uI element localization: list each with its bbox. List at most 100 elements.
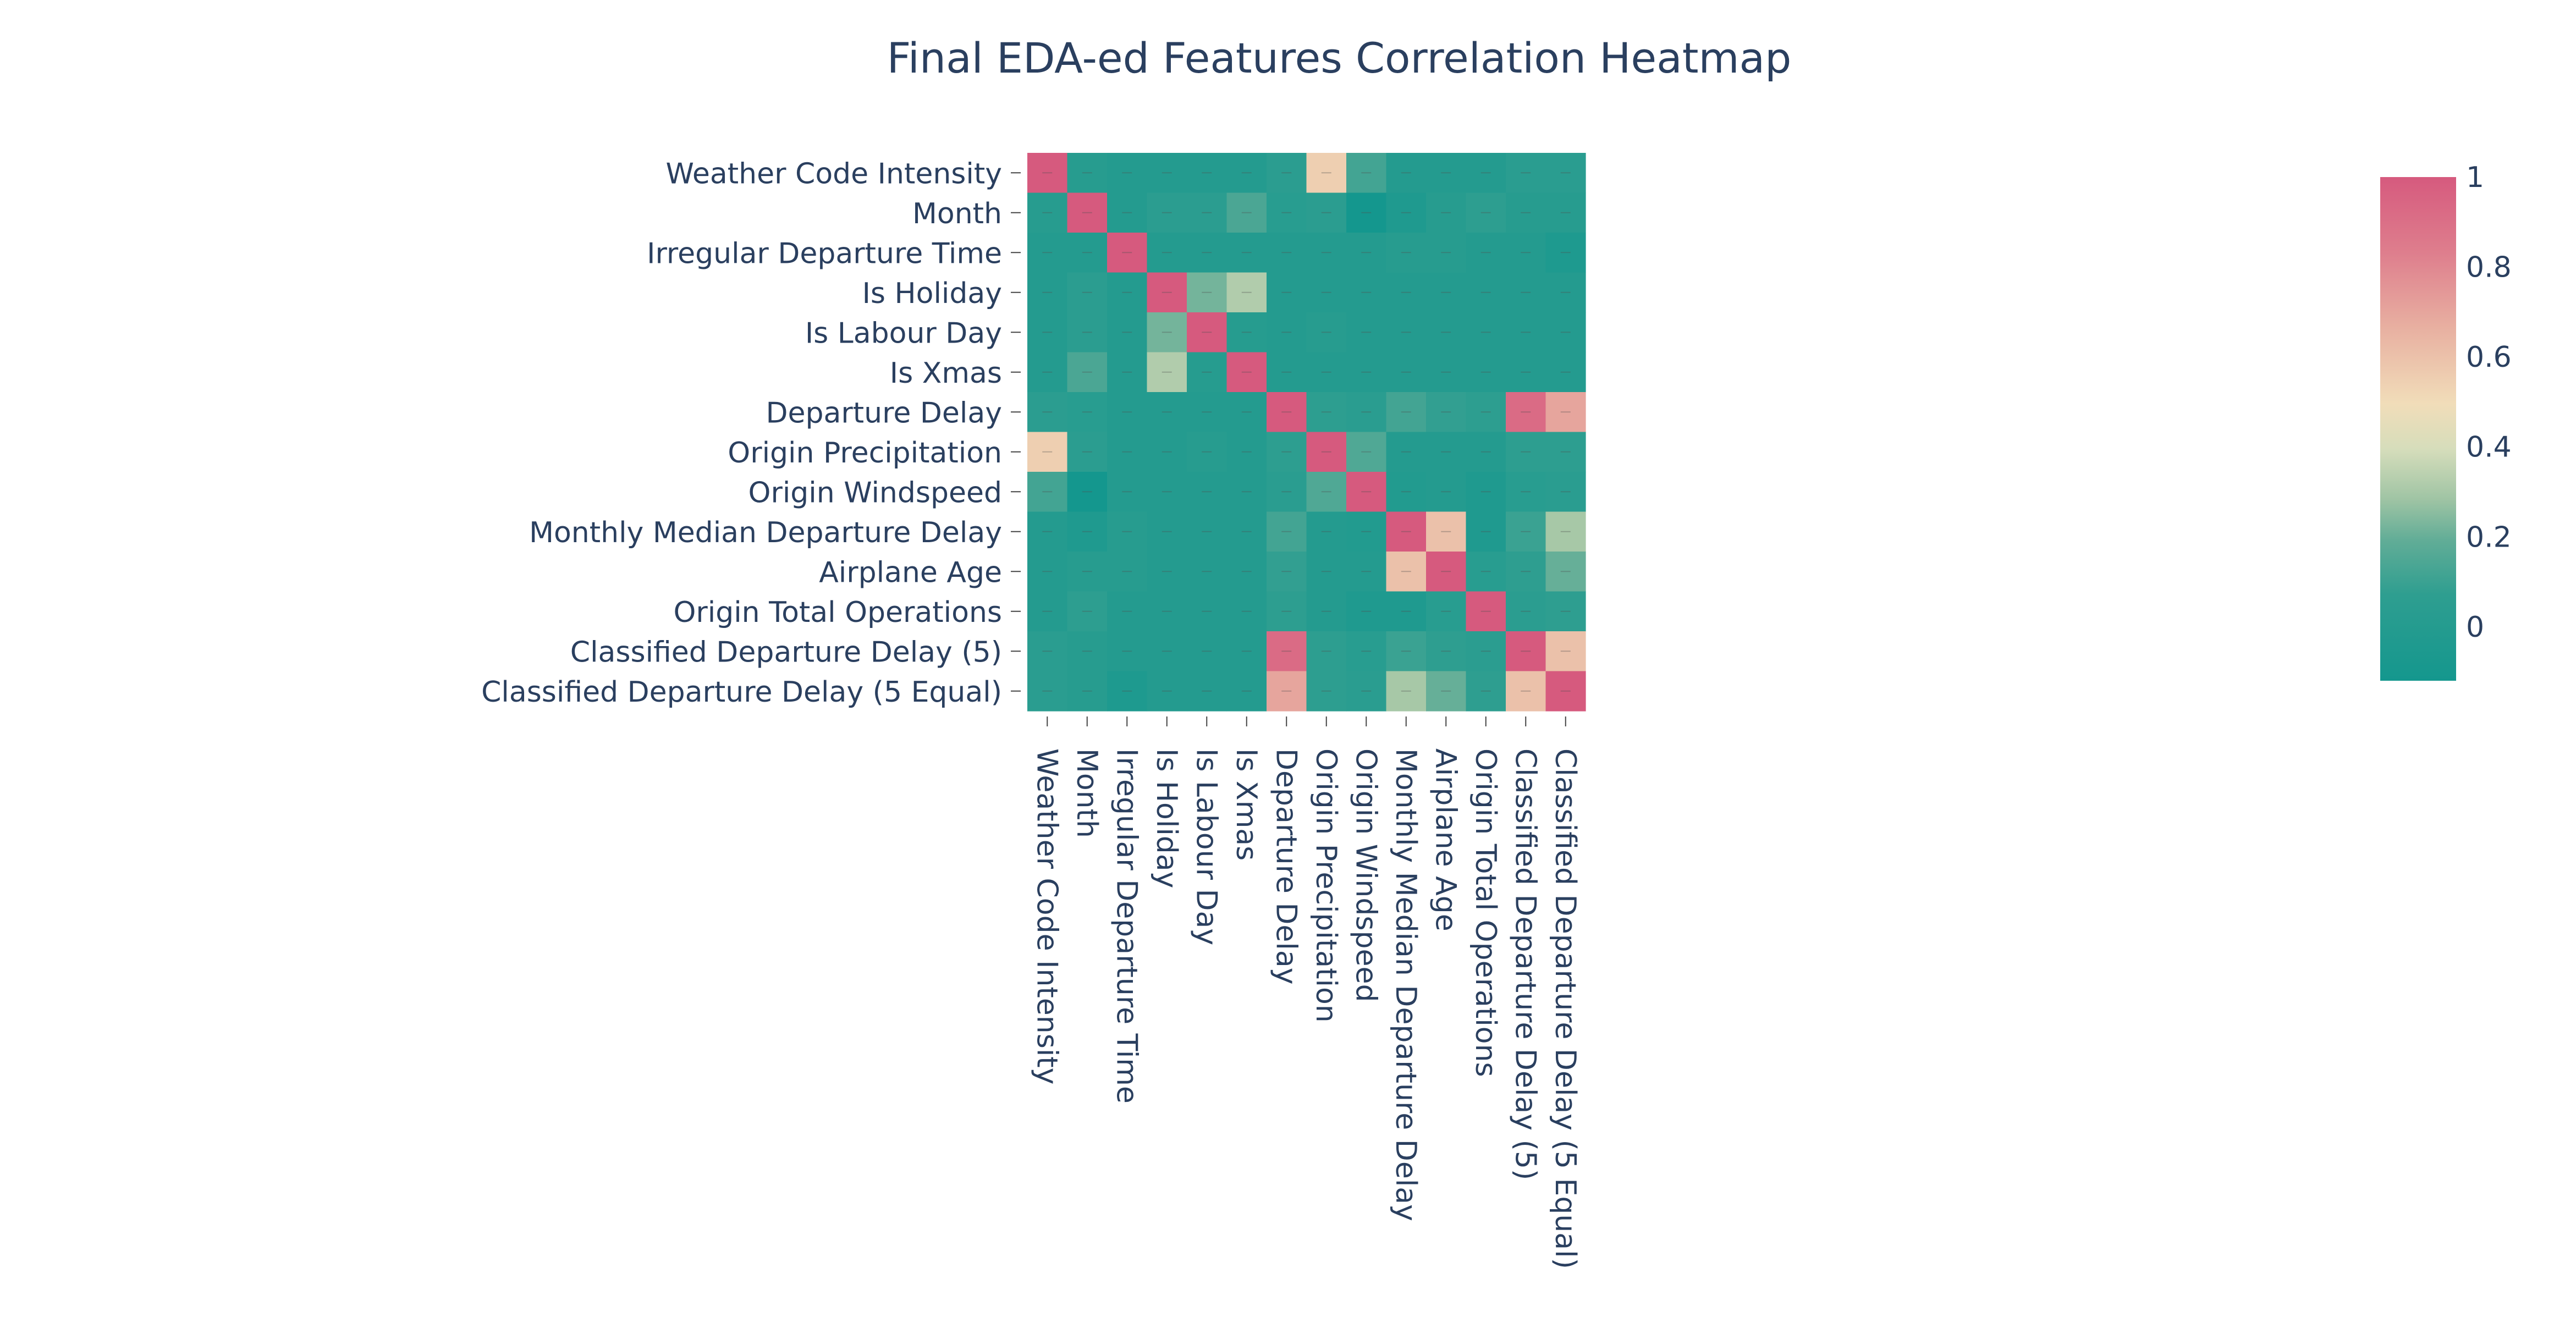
heatmap-cell [1187,591,1228,632]
heatmap-cell [1306,472,1347,512]
y-tick-label: Origin Precipitation [728,437,1002,470]
heatmap-cell [1426,272,1467,313]
chart-title: Final EDA-ed Features Correlation Heatma… [887,34,1792,82]
heatmap-cell [1426,312,1467,353]
colorbar-tick-label: 0.2 [2466,521,2512,554]
heatmap-cell [1107,233,1148,273]
heatmap-cell [1346,192,1387,233]
heatmap-cell [1147,511,1187,552]
heatmap-cell [1506,472,1546,512]
heatmap-cell [1187,153,1228,194]
heatmap-cell [1147,552,1187,592]
heatmap-cell [1426,153,1467,194]
heatmap-cell [1027,192,1068,233]
heatmap-cell [1426,392,1467,433]
heatmap-cell [1147,233,1187,273]
heatmap-cell [1386,631,1427,672]
heatmap-cell [1466,192,1506,233]
heatmap-cell [1426,472,1467,512]
heatmap-cell [1067,631,1108,672]
heatmap-cell [1506,312,1546,353]
heatmap-cell [1466,472,1506,512]
heatmap-cell [1147,392,1187,433]
y-tick-label: Monthly Median Departure Delay [529,516,1002,549]
colorbar-tick-label: 0.6 [2466,341,2512,374]
x-tick-label: Classified Departure Delay (5) [1509,748,1542,1180]
heatmap-cell [1545,671,1586,712]
y-tick-label: Classified Departure Delay (5 Equal) [481,676,1002,709]
heatmap-cell [1027,511,1068,552]
heatmap-cell [1067,511,1108,552]
heatmap-cell [1067,552,1108,592]
heatmap-cell [1346,392,1387,433]
heatmap-cell [1306,392,1347,433]
heatmap-cell [1346,233,1387,273]
heatmap-cell [1466,631,1506,672]
heatmap-cell [1426,591,1467,632]
heatmap-cell [1386,432,1427,472]
heatmap-cell [1386,352,1427,393]
heatmap-cell [1067,233,1108,273]
x-tick-label: Monthly Median Departure Delay [1389,748,1422,1221]
heatmap-cell [1147,192,1187,233]
heatmap-cell [1346,312,1387,353]
heatmap-cell [1506,272,1546,313]
heatmap-cell [1545,511,1586,552]
heatmap-cell [1267,631,1307,672]
heatmap-cell [1147,432,1187,472]
heatmap-cell [1386,552,1427,592]
heatmap-cell [1187,233,1228,273]
heatmap-cell [1346,631,1387,672]
heatmap-cell [1226,631,1267,672]
heatmap-cell [1506,233,1546,273]
heatmap-cell [1107,472,1148,512]
heatmap-cell [1386,272,1427,313]
heatmap-cell [1067,591,1108,632]
colorbar [2380,177,2456,681]
heatmap-cell [1426,671,1467,712]
heatmap-cell [1306,631,1347,672]
heatmap-cell [1226,192,1267,233]
heatmap-cell [1545,272,1586,313]
heatmap-cell [1027,552,1068,592]
heatmap-cell [1545,631,1586,672]
x-tick-label: Is Labour Day [1190,748,1223,945]
heatmap-cell [1545,472,1586,512]
heatmap-cell [1067,352,1108,393]
heatmap-cell [1506,432,1546,472]
heatmap-cell [1107,511,1148,552]
x-tick-label: Departure Delay [1269,748,1302,985]
heatmap-cell [1306,352,1347,393]
heatmap-cell [1107,392,1148,433]
heatmap-cell [1067,671,1108,712]
heatmap-cell [1386,192,1427,233]
heatmap-cell [1306,153,1347,194]
y-tick-label: Origin Total Operations [673,596,1002,629]
y-tick-label: Month [912,197,1002,230]
heatmap-cell [1386,591,1427,632]
heatmap-cell [1187,671,1228,712]
heatmap-cell [1426,631,1467,672]
heatmap-cell [1187,552,1228,592]
heatmap-cell [1147,472,1187,512]
heatmap-cell [1267,192,1307,233]
heatmap-cell [1187,511,1228,552]
heatmap-cell [1267,272,1307,313]
heatmap-cell [1306,671,1347,712]
heatmap-cell [1386,153,1427,194]
y-tick-label: Departure Delay [766,396,1002,429]
y-tick-label: Is Labour Day [805,317,1002,350]
heatmap-cell [1466,511,1506,552]
heatmap-cell [1506,591,1546,632]
x-tick-label: Is Holiday [1150,748,1183,888]
x-tick-label: Irregular Departure Time [1110,748,1143,1104]
heatmap-cell [1545,352,1586,393]
heatmap-cell [1386,392,1427,433]
heatmap-cell [1027,312,1068,353]
heatmap-cell [1306,233,1347,273]
heatmap-cell [1466,552,1506,592]
colorbar-tick-label: 0.4 [2466,431,2512,464]
heatmap-cell [1147,272,1187,313]
heatmap-cell [1187,472,1228,512]
heatmap-cell [1267,552,1307,592]
